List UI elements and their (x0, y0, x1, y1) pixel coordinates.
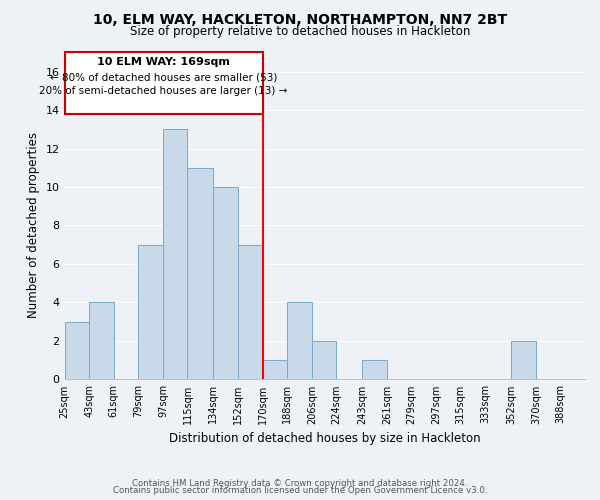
Bar (263, 360, 287, 380)
Bar (187, 168, 214, 380)
Text: Contains HM Land Registry data © Crown copyright and database right 2024.: Contains HM Land Registry data © Crown c… (132, 478, 468, 488)
Text: 10, ELM WAY, HACKLETON, NORTHAMPTON, NN7 2BT: 10, ELM WAY, HACKLETON, NORTHAMPTON, NN7… (93, 12, 507, 26)
Bar (312, 341, 337, 380)
Text: 20% of semi-detached houses are larger (13) →: 20% of semi-detached houses are larger (… (40, 86, 288, 96)
X-axis label: Distribution of detached houses by size in Hackleton: Distribution of detached houses by size … (169, 432, 481, 445)
FancyBboxPatch shape (65, 52, 263, 114)
Bar (214, 187, 238, 380)
Bar (362, 360, 387, 380)
Bar (238, 244, 263, 380)
Y-axis label: Number of detached properties: Number of detached properties (27, 132, 40, 318)
Text: 10 ELM WAY: 169sqm: 10 ELM WAY: 169sqm (97, 57, 230, 67)
Bar (287, 302, 312, 380)
Text: Contains public sector information licensed under the Open Government Licence v3: Contains public sector information licen… (113, 486, 487, 495)
Bar (65, 322, 89, 380)
Bar (163, 130, 187, 380)
Text: Size of property relative to detached houses in Hackleton: Size of property relative to detached ho… (130, 25, 470, 38)
Bar (511, 341, 536, 380)
Bar (139, 244, 163, 380)
Text: ← 80% of detached houses are smaller (53): ← 80% of detached houses are smaller (53… (50, 72, 277, 83)
Bar (89, 302, 114, 380)
